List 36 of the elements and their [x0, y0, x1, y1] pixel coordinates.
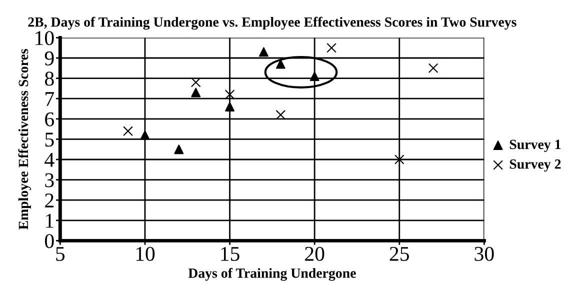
y-tick-label: 2	[45, 194, 54, 208]
y-tick-label: 8	[44, 72, 54, 86]
legend-label: Survey 2	[510, 159, 561, 172]
chart-title: 2B, Days of Training Undergone vs. Employee Effectiveness Scores in Two Surveys	[28, 16, 516, 30]
point	[310, 72, 320, 81]
point	[140, 130, 150, 140]
x-tick-label: 20	[305, 246, 324, 261]
x-tick-label: 10	[136, 246, 155, 261]
y-tick-label: 10	[36, 31, 54, 46]
y-tick-label: 4	[44, 153, 54, 167]
x-tick-label: 5	[56, 247, 65, 261]
point	[190, 77, 201, 88]
point	[326, 42, 336, 53]
point	[276, 59, 286, 69]
point	[225, 102, 234, 112]
y-tick-label: 7	[46, 92, 54, 106]
point	[123, 126, 133, 136]
y-tick-label: 6	[45, 112, 54, 126]
y-axis-title: Employee Effectiveness Scores	[18, 49, 31, 230]
x-axis-title: Days of Training Undergone	[188, 268, 356, 281]
point	[191, 88, 201, 98]
point	[394, 154, 404, 164]
x-tick-label: 15	[221, 246, 240, 261]
y-tick-label: 0	[44, 234, 54, 248]
x-tick-label: 30	[474, 246, 494, 261]
point	[276, 110, 286, 120]
x-tick-label: 25	[390, 246, 409, 261]
y-tick-label: 9	[44, 51, 54, 66]
y-tick-label: 3	[45, 173, 54, 188]
legend-label: Survey 1	[510, 140, 561, 152]
y-tick-label: 1	[46, 214, 54, 228]
point	[428, 63, 438, 74]
point	[174, 144, 184, 154]
y-tick-label: 5	[45, 132, 54, 147]
point	[258, 47, 268, 57]
point	[224, 90, 235, 100]
